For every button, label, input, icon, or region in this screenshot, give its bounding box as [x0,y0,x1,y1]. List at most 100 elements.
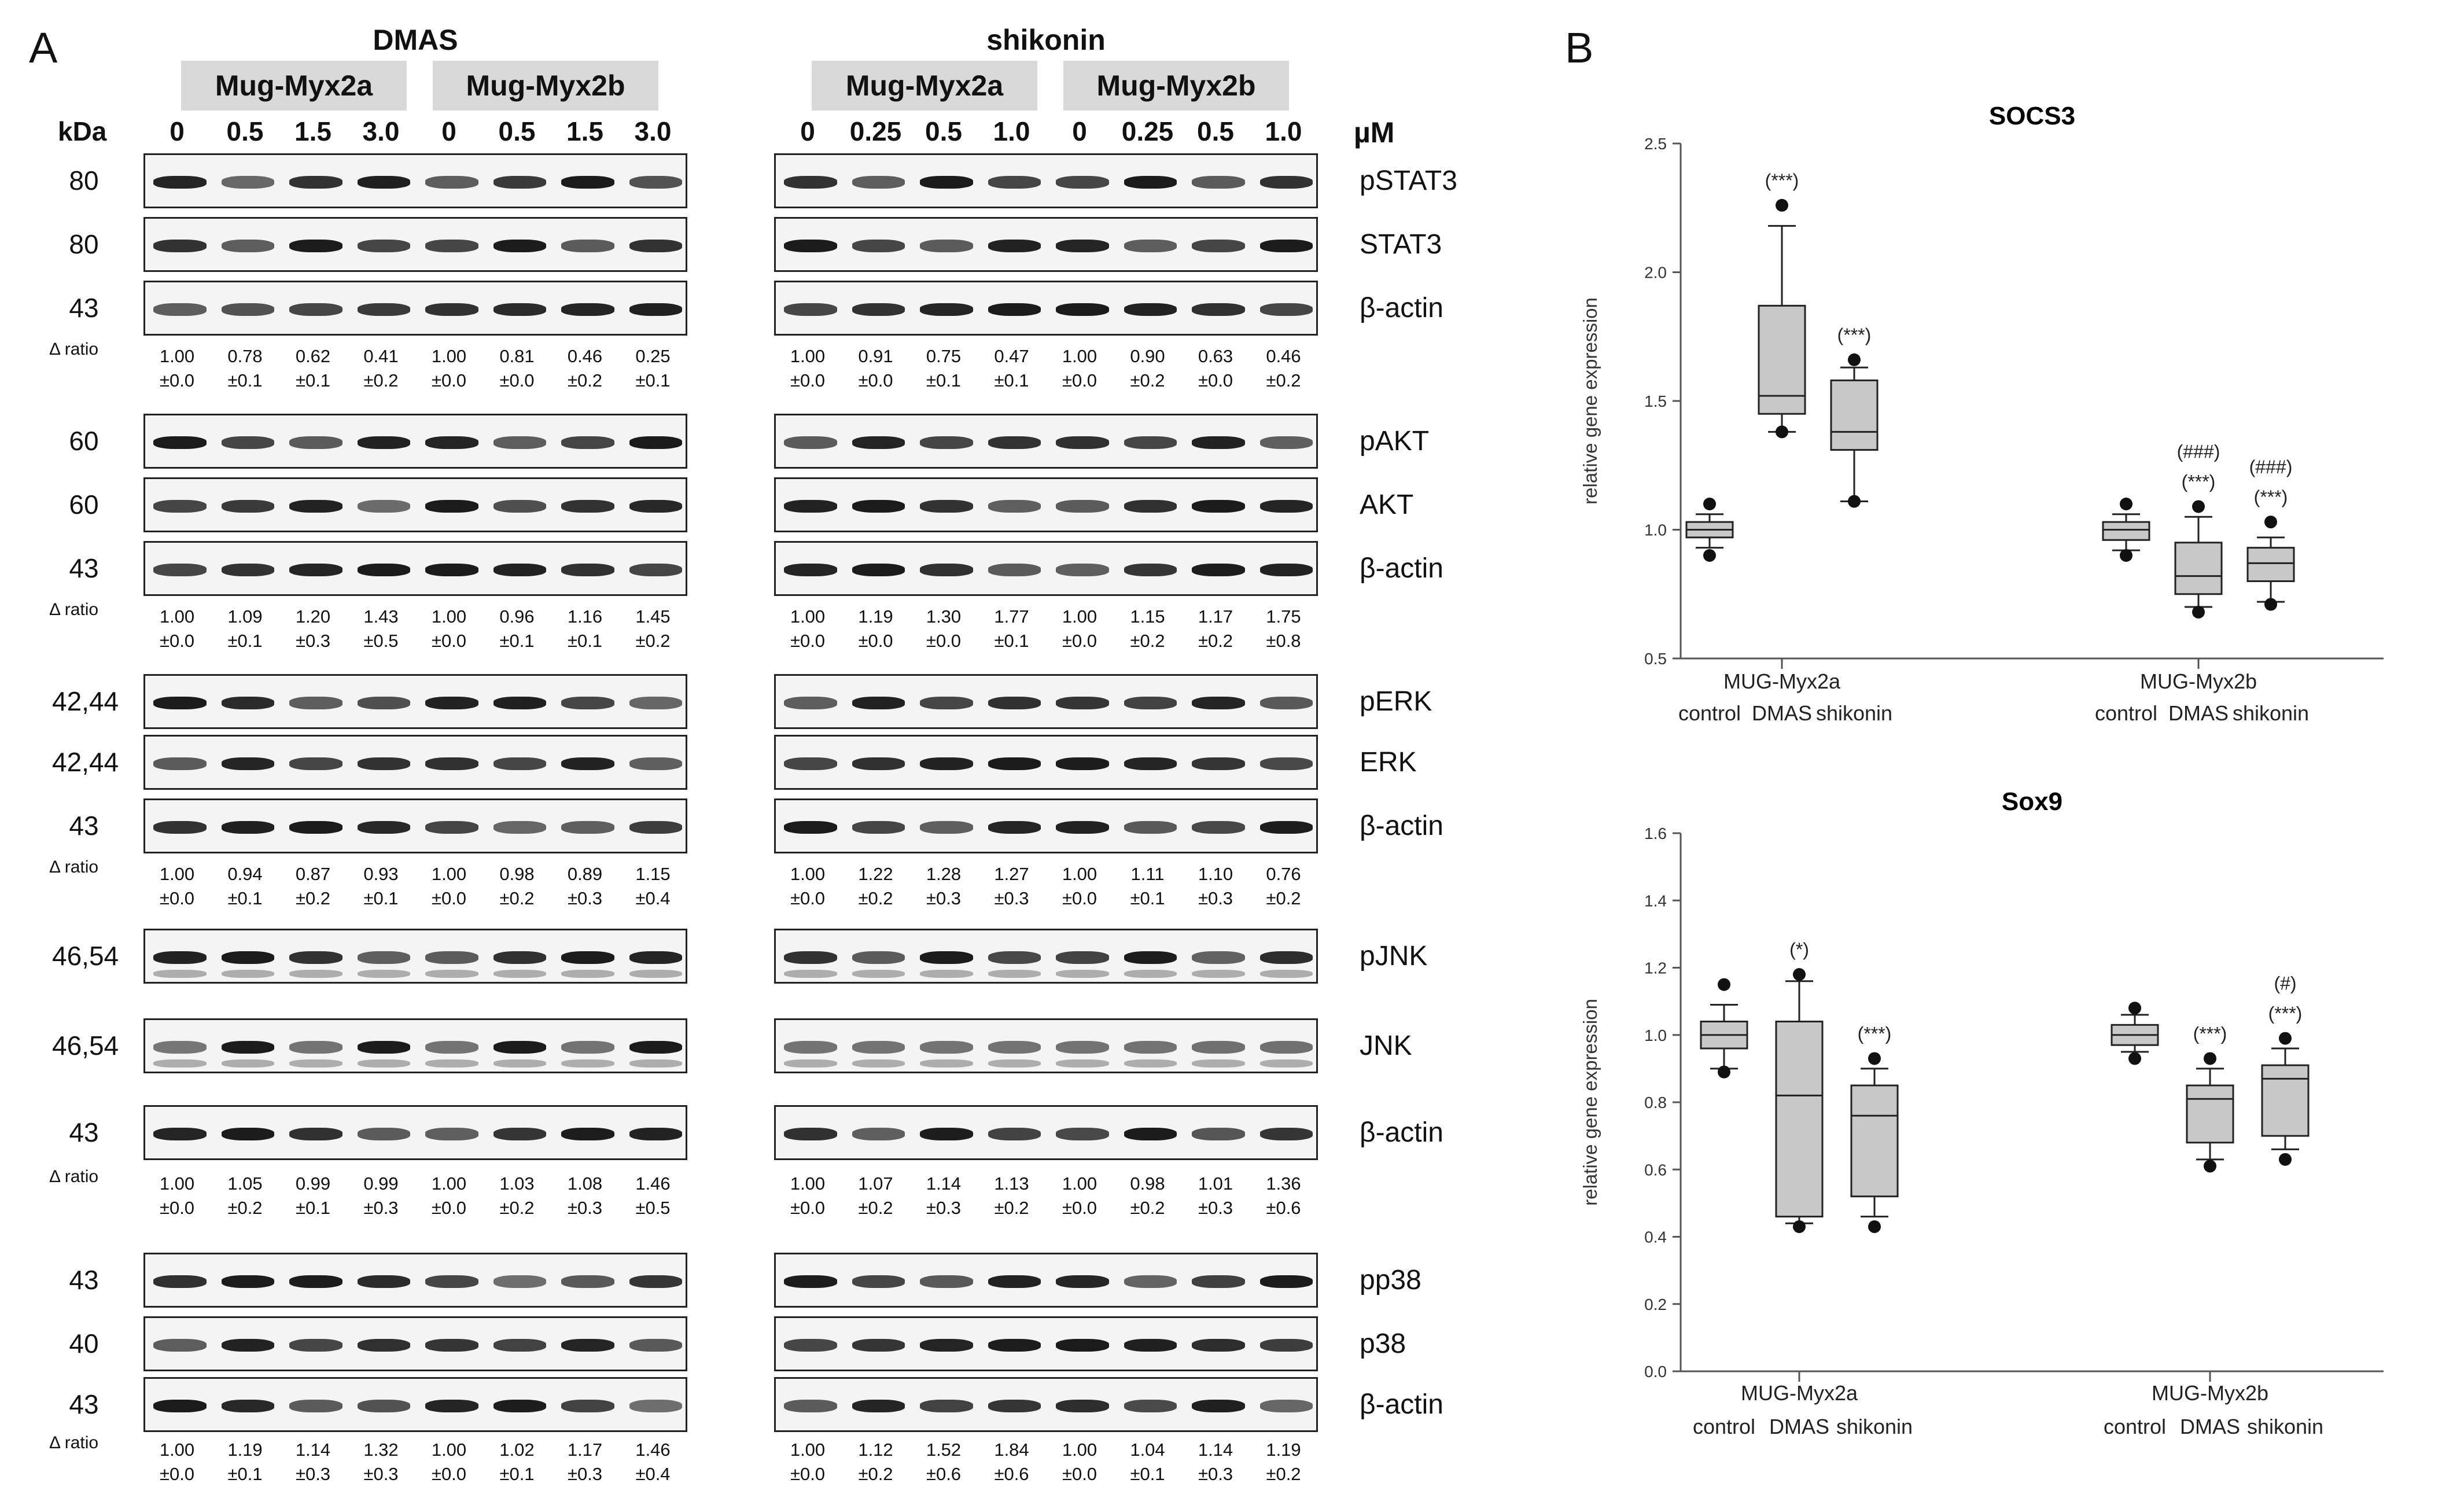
protein-band [289,175,342,189]
protein-band [988,757,1041,770]
box [2186,1084,2234,1144]
y-tick-label: 1.2 [1644,959,1667,977]
ratio-mean: 0.81 [499,346,535,366]
protein-band [852,696,905,709]
protein-band [1192,951,1245,964]
protein-band [920,303,973,316]
box [2261,1064,2310,1137]
protein-band [629,303,682,316]
protein-band [153,820,207,834]
cell-line-label: Mug-Myx2b [1063,61,1289,111]
box [1775,1021,1824,1218]
protein-band [289,969,342,978]
protein-band [988,951,1041,964]
protein-band [629,1399,682,1412]
ratio-mean: 0.89 [567,864,603,884]
ratio-mean: 1.05 [227,1173,263,1194]
protein-band [1124,1338,1177,1352]
protein-band [221,1040,274,1054]
ratio-sd: ±0.3 [1198,888,1233,908]
protein-band [357,1399,410,1412]
protein-band [357,499,410,513]
box [2246,547,2295,583]
ratio-sd: ±0.0 [431,631,467,651]
significance-annotation: (*) [1789,939,1809,960]
concentration-label: 3.0 [634,116,672,146]
protein-band [561,175,614,189]
protein-band [1056,1127,1109,1140]
box [2174,542,2223,595]
ratio-mean: 1.00 [431,1173,467,1194]
protein-band [493,1275,546,1288]
ratio-mean: 0.47 [994,346,1029,366]
panel-b-letter: B [1565,24,1594,72]
protein-band [493,969,546,978]
protein-band [1192,1338,1245,1352]
ratio-sd: ±0.0 [790,370,826,391]
protein-band [289,1338,342,1352]
ratio-sd: ±0.0 [790,631,826,651]
protein-band [493,563,546,576]
ratio-sd: ±0.0 [159,1198,195,1218]
protein-band [1056,1059,1109,1068]
protein-band [852,499,905,513]
ratio-sd: ±0.1 [499,631,535,651]
blot-image [143,153,687,208]
protein-band [493,1059,546,1068]
significance-annotation: (***) [2254,487,2288,507]
protein-band [1124,757,1177,770]
protein-label: β-actin [1360,293,1443,323]
protein-band [784,563,837,576]
protein-band [493,1399,546,1412]
outlier-point [2204,1052,2216,1065]
ratio-mean: 1.75 [1266,606,1301,627]
protein-band [493,1127,546,1140]
ratio-mean: 1.02 [499,1440,535,1460]
ratio-sd: ±0.5 [635,1198,671,1218]
ratio-sd: ±0.0 [159,888,195,908]
ratio-sd: ±0.2 [1266,370,1301,391]
box-category-label: shikonin [2233,701,2309,725]
significance-annotation: (###) [2249,457,2293,477]
protein-band [1259,1040,1313,1054]
protein-band [561,1040,614,1054]
protein-band [784,951,837,964]
kda-label: 60 [69,489,99,520]
protein-band [988,436,1041,449]
outlier-point [2264,598,2277,611]
ratio-sd: ±0.3 [1198,1198,1233,1218]
protein-band [357,696,410,709]
protein-band [425,951,478,964]
blot-image [774,153,1318,208]
protein-band [561,499,614,513]
ratio-sd: ±0.2 [1266,1464,1301,1484]
significance-annotation: (***) [1837,325,1872,345]
ratio-mean: 1.77 [994,606,1029,627]
protein-band [1124,696,1177,709]
ratio-mean: 1.00 [159,606,195,627]
protein-band [920,436,973,449]
protein-band [784,1040,837,1054]
protein-band [357,239,410,252]
ratio-sd: ±0.1 [227,888,263,908]
protein-band [1056,436,1109,449]
protein-band [988,303,1041,316]
protein-band [289,951,342,964]
ratio-sd: ±0.0 [159,1464,195,1484]
y-tick-label: 0.5 [1644,650,1667,668]
ratio-sd: ±0.1 [227,370,263,391]
protein-band [1259,1338,1313,1352]
concentration-label: 0 [170,116,185,146]
box-category-label: DMAS [2168,701,2229,725]
protein-band [153,436,207,449]
ratio-sd: ±0.1 [994,370,1029,391]
kda-label: 43 [69,553,99,583]
protein-band [988,820,1041,834]
ratio-mean: 1.12 [858,1440,893,1460]
outlier-point [1848,495,1861,508]
protein-band [920,1338,973,1352]
protein-band [1192,1275,1245,1288]
protein-band [1259,820,1313,834]
protein-band [357,1338,410,1352]
protein-band [988,1399,1041,1412]
